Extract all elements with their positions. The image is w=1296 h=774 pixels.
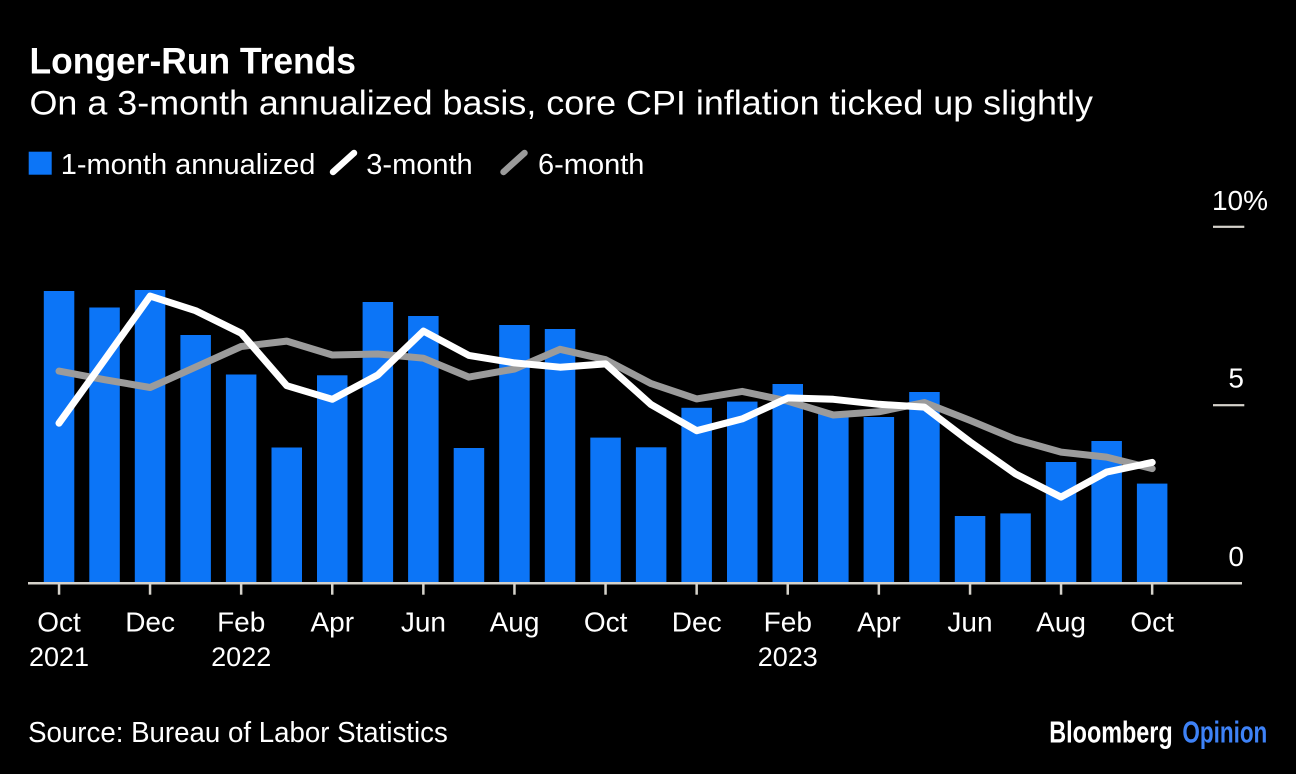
svg-text:Source: Bureau of Labor Statis: Source: Bureau of Labor Statistics [28,717,448,749]
svg-text:2023: 2023 [758,642,818,672]
svg-text:Aug: Aug [490,607,540,638]
svg-text:Feb: Feb [764,607,812,638]
svg-text:10%: 10% [1212,185,1268,216]
svg-text:Apr: Apr [857,607,901,638]
svg-text:Dec: Dec [672,607,722,638]
svg-text:5: 5 [1228,363,1244,394]
svg-text:2022: 2022 [211,642,271,672]
svg-text:0: 0 [1228,541,1244,572]
svg-text:Oct: Oct [37,607,81,638]
svg-text:2021: 2021 [29,642,89,672]
svg-text:Opinion: Opinion [1182,715,1267,750]
svg-text:3-month: 3-month [366,149,472,181]
svg-text:Jun: Jun [947,607,992,638]
svg-text:1-month annualized: 1-month annualized [61,149,316,181]
svg-text:Oct: Oct [1130,607,1174,638]
svg-text:Oct: Oct [584,607,628,638]
svg-text:Longer-Run Trends: Longer-Run Trends [30,41,357,82]
svg-text:Apr: Apr [311,607,355,638]
svg-text:On a 3-month annualized basis,: On a 3-month annualized basis, core CPI … [30,85,1093,123]
svg-text:Jun: Jun [401,607,446,638]
svg-text:Aug: Aug [1036,607,1086,638]
svg-text:6-month: 6-month [538,149,644,181]
svg-text:Dec: Dec [125,607,175,638]
svg-text:Bloomberg: Bloomberg [1049,715,1172,750]
svg-text:Feb: Feb [217,607,265,638]
